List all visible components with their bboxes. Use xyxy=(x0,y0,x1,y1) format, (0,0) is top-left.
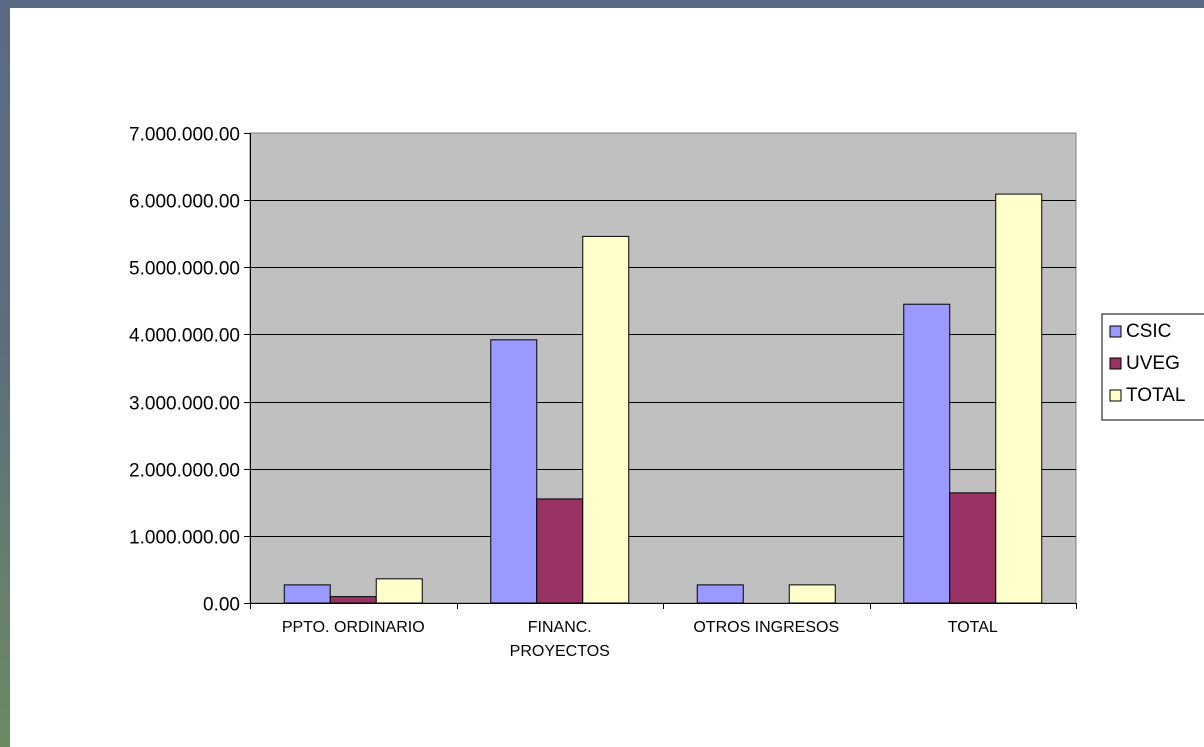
x-category-label-0: PPTO. ORDINARIO xyxy=(282,619,425,636)
x-category-label-3: TOTAL xyxy=(948,619,998,636)
bar-uveg-3 xyxy=(949,492,997,604)
x-category-label-1-line-1: PROYECTOS xyxy=(510,643,610,660)
legend-label-total: TOTAL xyxy=(1126,385,1185,406)
bar-csic-1 xyxy=(490,339,538,604)
bar-uveg-0 xyxy=(329,596,377,604)
bar-total-1 xyxy=(582,235,630,604)
bar-total-0 xyxy=(375,578,423,604)
y-tick-label-2: 2.000.000.00 xyxy=(129,461,240,482)
x-category-label-1-line-0: FINANC. xyxy=(528,619,592,636)
bar-total-3 xyxy=(995,193,1043,604)
legend-label-csic: CSIC xyxy=(1126,321,1171,342)
y-tick-label-0: 0.00 xyxy=(203,595,240,616)
bar-csic-0 xyxy=(283,584,331,604)
y-tick-label-7: 7.000.000.00 xyxy=(129,125,240,146)
bar-uveg-1 xyxy=(536,498,584,604)
bar-csic-3 xyxy=(903,303,951,604)
bar-csic-2 xyxy=(696,584,744,604)
bar-total-2 xyxy=(788,584,836,604)
bar-chart: 0.00 1.000.000.00 2.000.000.00 3.000.000.00… xyxy=(129,125,1204,660)
y-tick-label-1: 1.000.000.00 xyxy=(129,528,240,549)
legend-label-uveg: UVEG xyxy=(1126,353,1180,374)
legend-swatch-csic xyxy=(1109,325,1122,338)
y-tick-label-3: 3.000.000.00 xyxy=(129,394,240,415)
y-tick-label-4: 4.000.000.00 xyxy=(129,326,240,347)
y-tick-label-5: 5.000.000.00 xyxy=(129,259,240,280)
chart-canvas: 0.00 1.000.000.00 2.000.000.00 3.000.000.00… xyxy=(10,8,1204,747)
legend-swatch-total xyxy=(1109,389,1122,402)
legend-swatch-uveg xyxy=(1109,357,1122,370)
x-category-label-2: OTROS INGRESOS xyxy=(693,619,839,636)
y-tick-label-6: 6.000.000.00 xyxy=(129,192,240,213)
